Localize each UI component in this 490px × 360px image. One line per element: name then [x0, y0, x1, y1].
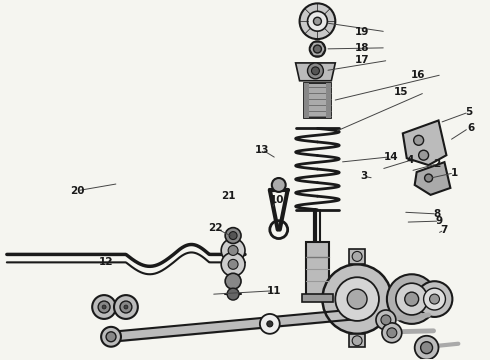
Text: 21: 21 [220, 191, 235, 201]
Circle shape [227, 288, 239, 300]
Text: 12: 12 [99, 257, 114, 267]
Text: 20: 20 [70, 186, 84, 196]
Circle shape [376, 310, 396, 330]
Text: 22: 22 [209, 223, 223, 233]
Circle shape [382, 323, 402, 343]
Text: 3: 3 [361, 171, 368, 181]
Circle shape [229, 231, 237, 239]
Circle shape [430, 294, 440, 304]
Circle shape [352, 336, 362, 346]
Text: 2: 2 [434, 159, 441, 169]
Circle shape [106, 332, 116, 342]
Circle shape [92, 295, 116, 319]
Circle shape [424, 288, 445, 310]
Polygon shape [349, 334, 365, 347]
Text: 15: 15 [393, 87, 408, 98]
Circle shape [228, 260, 238, 269]
Circle shape [98, 301, 110, 313]
Circle shape [322, 264, 392, 334]
Circle shape [420, 342, 433, 354]
Circle shape [114, 295, 138, 319]
Bar [392, 287, 421, 311]
Circle shape [308, 11, 327, 31]
Text: 16: 16 [410, 69, 425, 80]
Circle shape [225, 228, 241, 243]
Circle shape [414, 135, 424, 145]
Text: 13: 13 [255, 145, 270, 155]
Text: 5: 5 [465, 107, 472, 117]
Text: 19: 19 [354, 27, 369, 37]
Circle shape [299, 3, 335, 39]
Circle shape [396, 283, 428, 315]
Circle shape [225, 273, 241, 289]
Bar [303, 83, 331, 118]
Circle shape [267, 321, 273, 327]
Text: 11: 11 [267, 286, 281, 296]
Circle shape [387, 328, 397, 338]
Polygon shape [415, 162, 450, 195]
Text: 14: 14 [384, 152, 398, 162]
Circle shape [387, 274, 437, 324]
Text: 17: 17 [354, 55, 369, 65]
Circle shape [101, 327, 121, 347]
Circle shape [260, 314, 280, 334]
Polygon shape [349, 249, 365, 264]
Text: 9: 9 [436, 216, 443, 226]
Circle shape [312, 67, 319, 75]
Circle shape [124, 305, 128, 309]
Polygon shape [403, 121, 446, 165]
Bar [306, 242, 329, 296]
Circle shape [308, 63, 323, 79]
Circle shape [102, 305, 106, 309]
Circle shape [416, 281, 452, 317]
Bar [301, 294, 333, 302]
Circle shape [425, 174, 433, 182]
Circle shape [405, 292, 418, 306]
Circle shape [347, 289, 367, 309]
Text: 18: 18 [354, 43, 369, 53]
Circle shape [221, 252, 245, 276]
Text: 4: 4 [407, 156, 414, 165]
Circle shape [415, 336, 439, 360]
Text: 1: 1 [450, 168, 458, 178]
Text: 6: 6 [467, 123, 475, 133]
Circle shape [335, 277, 379, 321]
Circle shape [272, 178, 286, 192]
Text: 8: 8 [434, 209, 441, 219]
Bar [303, 83, 309, 118]
Circle shape [310, 41, 325, 57]
Bar [326, 83, 331, 118]
Circle shape [381, 315, 391, 325]
Circle shape [314, 45, 321, 53]
Circle shape [221, 239, 245, 262]
Text: 10: 10 [270, 195, 284, 204]
Circle shape [314, 17, 321, 25]
Circle shape [418, 150, 429, 160]
Text: 7: 7 [441, 225, 448, 235]
Circle shape [228, 246, 238, 255]
Circle shape [120, 301, 132, 313]
Polygon shape [295, 63, 335, 81]
Circle shape [352, 251, 362, 261]
